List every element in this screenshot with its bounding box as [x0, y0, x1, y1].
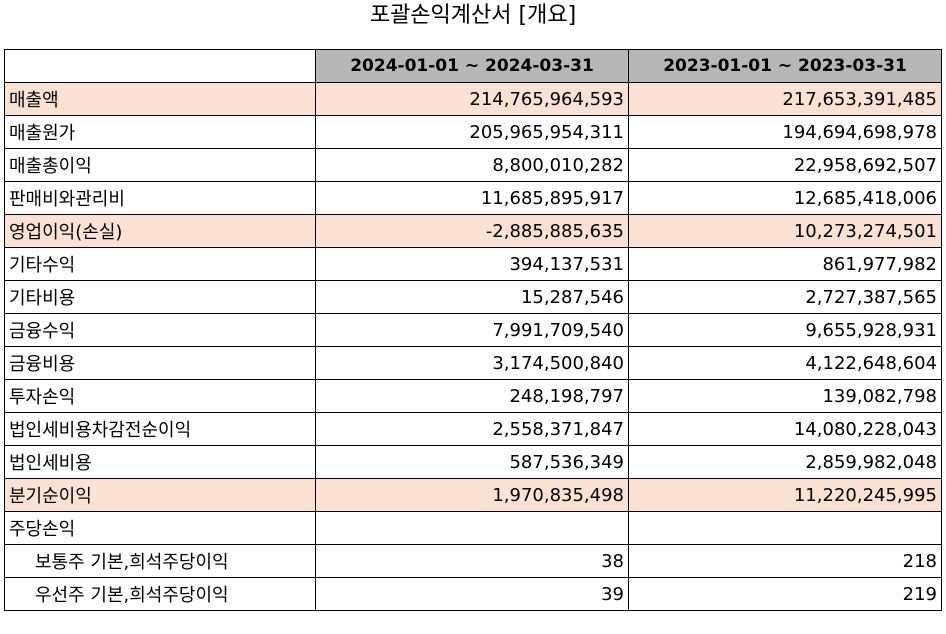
value-2023: 2,859,982,048	[628, 445, 942, 479]
row-label: 기타비용	[4, 280, 316, 314]
table-row: 우선주 기본,희석주당이익 39 219	[4, 577, 942, 611]
value-2024: 15,287,546	[315, 280, 629, 314]
row-label: 법인세비용차감전순이익	[4, 412, 316, 446]
table-row: 주당손익	[4, 511, 942, 545]
table-row: 금융수익 7,991,709,540 9,655,928,931	[4, 313, 942, 347]
value-2023: 14,080,228,043	[628, 412, 942, 446]
value-2024: 38	[315, 544, 629, 578]
table-row: 법인세비용차감전순이익 2,558,371,847 14,080,228,043	[4, 412, 942, 446]
value-2023: 9,655,928,931	[628, 313, 942, 347]
row-label: 우선주 기본,희석주당이익	[4, 577, 316, 611]
table-row: 매출총이익 8,800,010,282 22,958,692,507	[4, 148, 942, 182]
value-2023: 219	[628, 577, 942, 611]
table-row: 분기순이익 1,970,835,498 11,220,245,995	[4, 478, 942, 512]
table-row: 투자손익 248,198,797 139,082,798	[4, 379, 942, 413]
table-header-row: 2024-01-01 ~ 2024-03-31 2023-01-01 ~ 202…	[4, 49, 942, 83]
value-2023: 218	[628, 544, 942, 578]
table-row: 보통주 기본,희석주당이익 38 218	[4, 544, 942, 578]
table-row: 영업이익(손실) -2,885,885,635 10,273,274,501	[4, 214, 942, 248]
row-label: 매출총이익	[4, 148, 316, 182]
value-2023: 139,082,798	[628, 379, 942, 413]
value-2023: 4,122,648,604	[628, 346, 942, 380]
row-label: 기타수익	[4, 247, 316, 281]
income-statement-table: 2024-01-01 ~ 2024-03-31 2023-01-01 ~ 202…	[4, 49, 942, 611]
value-2023: 861,977,982	[628, 247, 942, 281]
table-row: 기타비용 15,287,546 2,727,387,565	[4, 280, 942, 314]
table-row: 매출원가 205,965,954,311 194,694,698,978	[4, 115, 942, 149]
row-label: 매출원가	[4, 115, 316, 149]
value-2023: 194,694,698,978	[628, 115, 942, 149]
value-2023	[628, 511, 942, 545]
row-label: 분기순이익	[4, 478, 316, 512]
table-row: 기타수익 394,137,531 861,977,982	[4, 247, 942, 281]
row-label: 보통주 기본,희석주당이익	[4, 544, 316, 578]
header-period-2024: 2024-01-01 ~ 2024-03-31	[315, 49, 629, 83]
value-2024: 2,558,371,847	[315, 412, 629, 446]
row-label: 법인세비용	[4, 445, 316, 479]
value-2024: 11,685,895,917	[315, 181, 629, 215]
row-label: 판매비와관리비	[4, 181, 316, 215]
value-2024: -2,885,885,635	[315, 214, 629, 248]
row-label: 금융수익	[4, 313, 316, 347]
value-2024: 587,536,349	[315, 445, 629, 479]
header-blank-cell	[4, 49, 316, 83]
value-2023: 2,727,387,565	[628, 280, 942, 314]
value-2023: 12,685,418,006	[628, 181, 942, 215]
value-2024: 39	[315, 577, 629, 611]
value-2023: 11,220,245,995	[628, 478, 942, 512]
value-2023: 217,653,391,485	[628, 82, 942, 116]
row-label: 금융비용	[4, 346, 316, 380]
value-2024: 7,991,709,540	[315, 313, 629, 347]
table-row: 판매비와관리비 11,685,895,917 12,685,418,006	[4, 181, 942, 215]
value-2023: 22,958,692,507	[628, 148, 942, 182]
page-title: 포괄손익계산서 [개요]	[369, 3, 577, 28]
value-2024	[315, 511, 629, 545]
row-label: 주당손익	[4, 511, 316, 545]
header-period-2023: 2023-01-01 ~ 2023-03-31	[628, 49, 942, 83]
value-2024: 3,174,500,840	[315, 346, 629, 380]
row-label: 영업이익(손실)	[4, 214, 316, 248]
table-row: 법인세비용 587,536,349 2,859,982,048	[4, 445, 942, 479]
value-2024: 205,965,954,311	[315, 115, 629, 149]
value-2023: 10,273,274,501	[628, 214, 942, 248]
value-2024: 214,765,964,593	[315, 82, 629, 116]
row-label: 매출액	[4, 82, 316, 116]
table-row: 금융비용 3,174,500,840 4,122,648,604	[4, 346, 942, 380]
value-2024: 1,970,835,498	[315, 478, 629, 512]
value-2024: 8,800,010,282	[315, 148, 629, 182]
value-2024: 394,137,531	[315, 247, 629, 281]
row-label: 투자손익	[4, 379, 316, 413]
table-row: 매출액 214,765,964,593 217,653,391,485	[4, 82, 942, 116]
value-2024: 248,198,797	[315, 379, 629, 413]
